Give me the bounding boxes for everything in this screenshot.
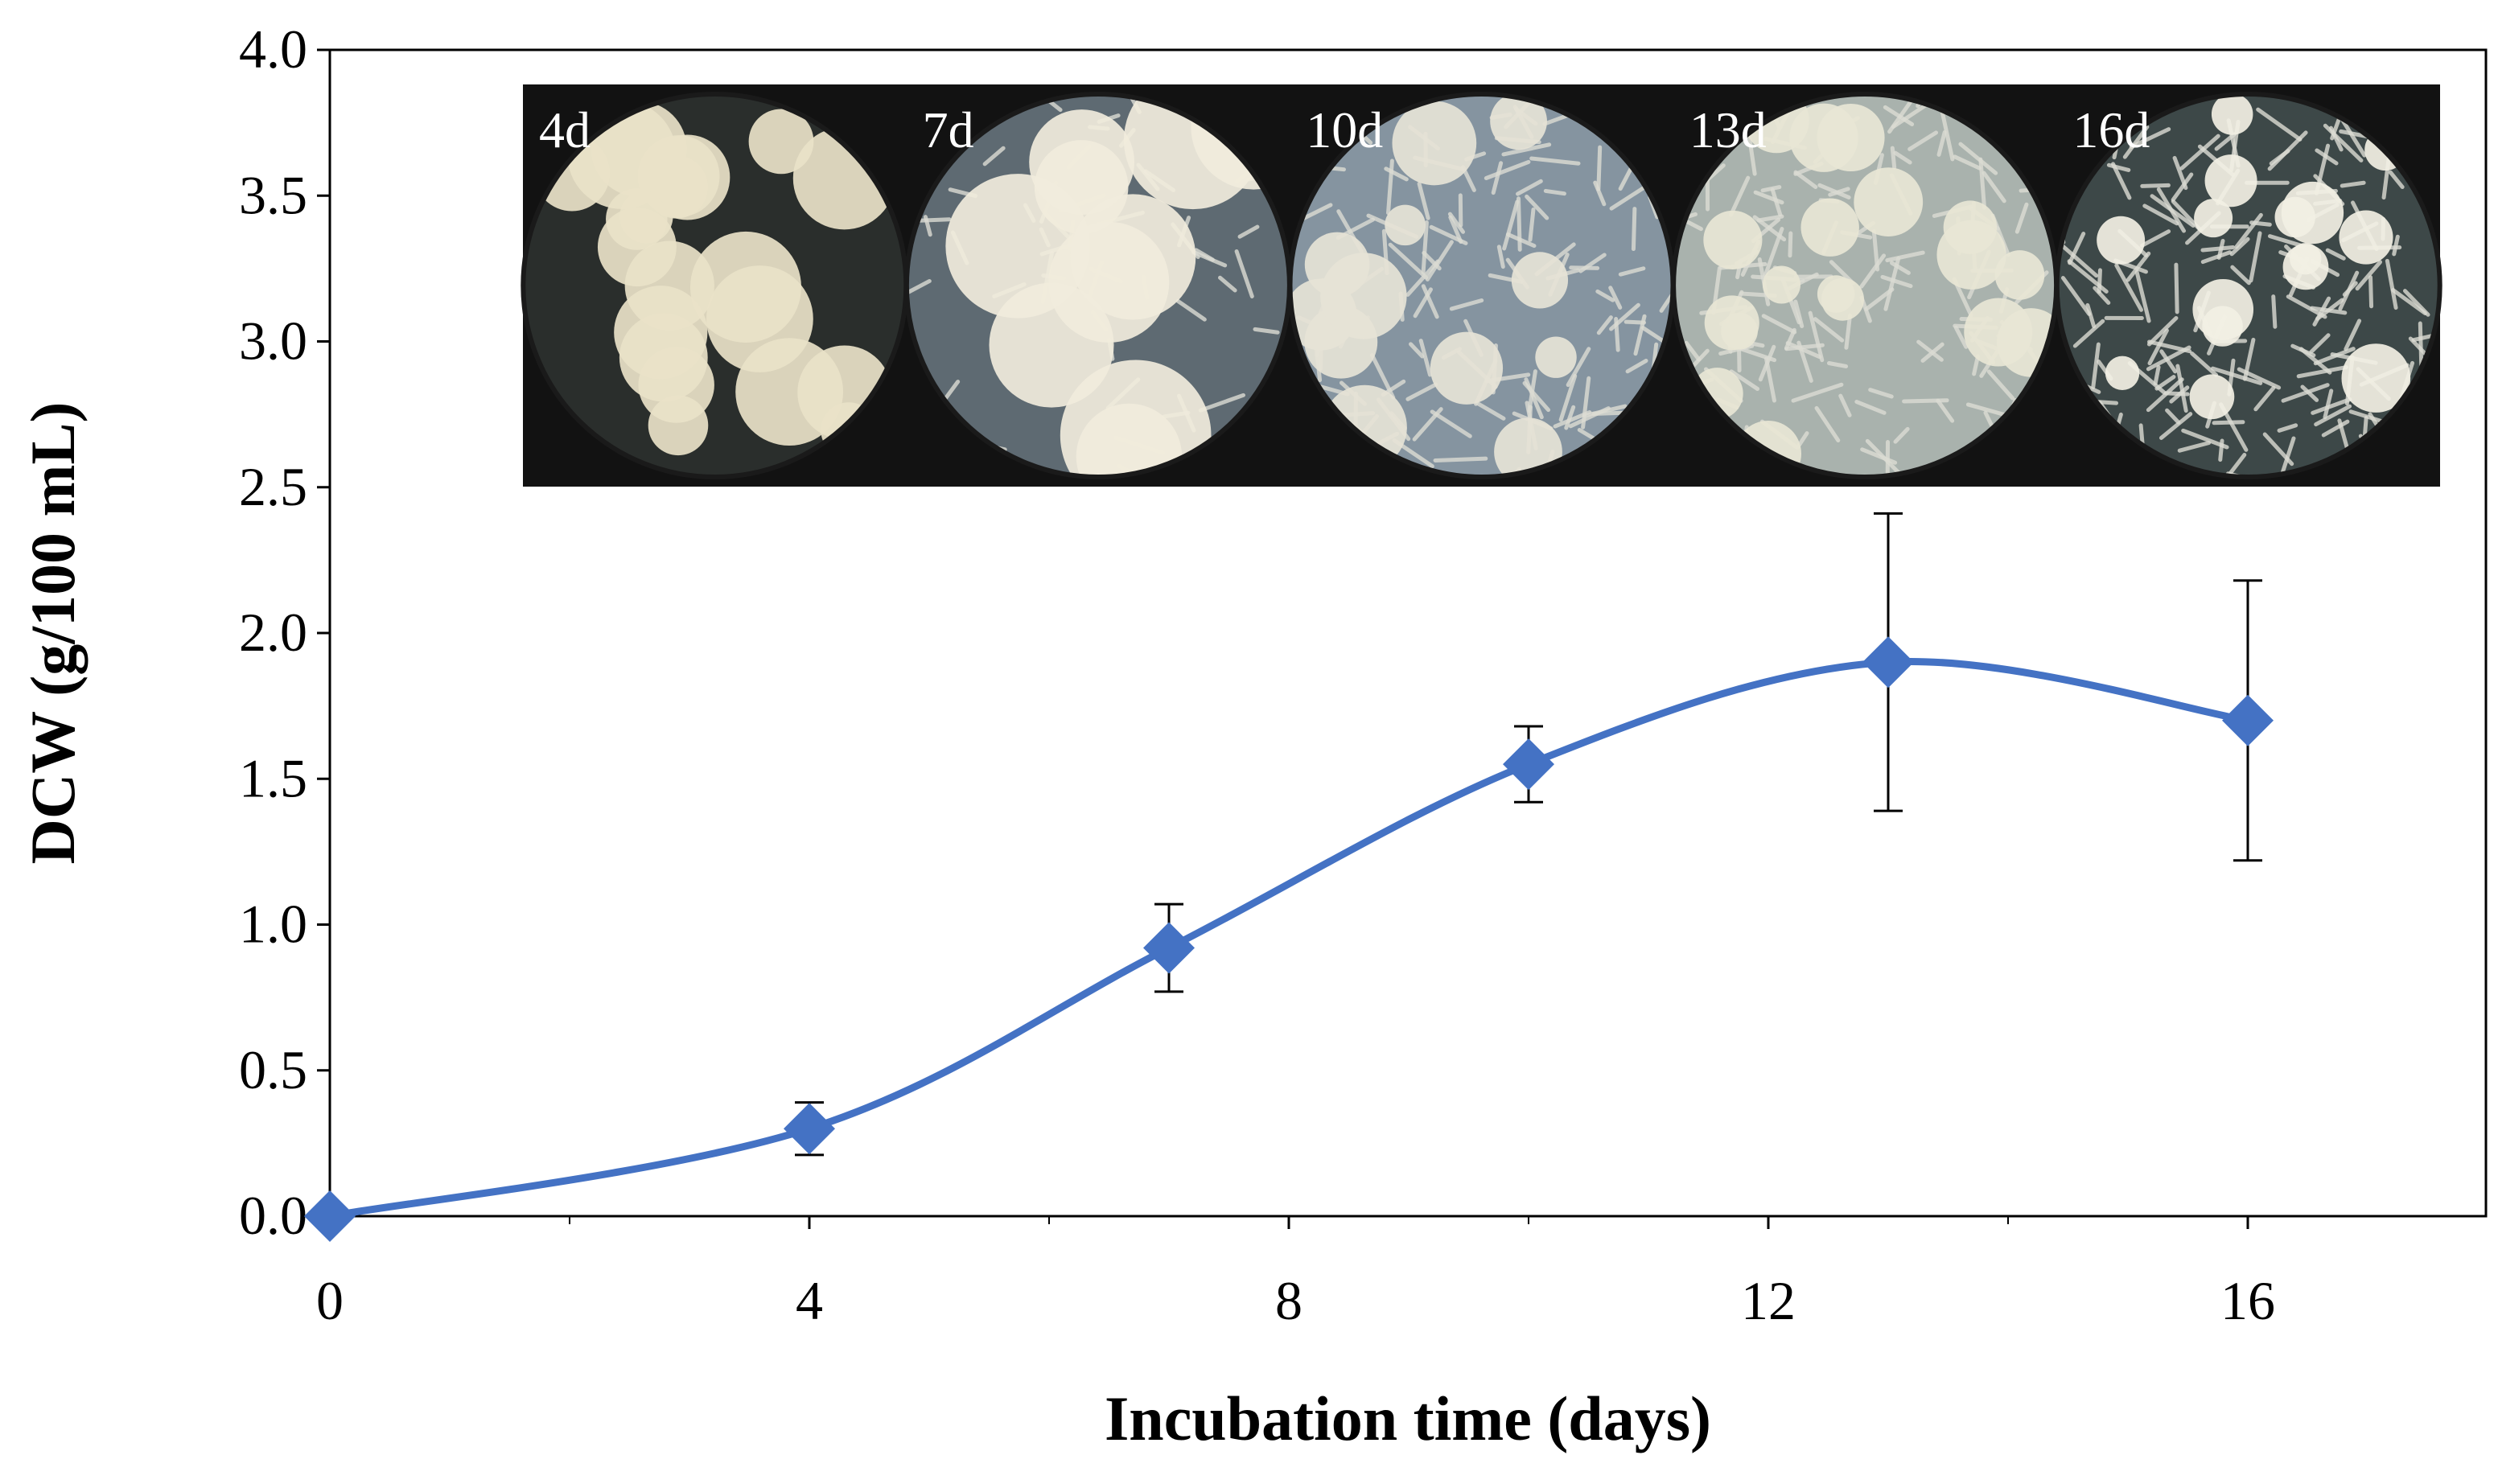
photo-hypha (2176, 265, 2177, 312)
x-axis-title: Incubation time (days) (1105, 1383, 1711, 1453)
y-tick-label: 2.5 (239, 456, 307, 517)
photo-label: 10d (1306, 101, 1383, 158)
photo-colony (1070, 194, 1196, 319)
photo-label: 4d (539, 101, 591, 158)
photo-hypha (2420, 323, 2422, 368)
photo-colony (2212, 93, 2253, 134)
y-tick-label: 1.5 (239, 747, 307, 808)
photo-colony (1385, 205, 1426, 246)
photo-colony (1535, 336, 1576, 377)
inset-photos: 4d 7d 10d 13d 16d (520, 51, 2455, 526)
photo-colony (1705, 295, 1759, 350)
photo-colony (1936, 220, 2006, 290)
x-tick-label: 0 (316, 1270, 344, 1331)
photo-hypha (1616, 319, 1619, 350)
photo-hypha (2142, 185, 2169, 186)
photo-hypha (2274, 297, 2275, 327)
y-tick-label: 0.5 (239, 1039, 307, 1100)
photo-hypha (1633, 209, 1634, 249)
y-tick-label: 3.0 (239, 310, 307, 372)
photo-colony (1854, 167, 1923, 236)
photo-hypha (1545, 191, 1564, 193)
photo-colony (1512, 252, 1568, 308)
photo-colony (1763, 265, 1800, 303)
photo-colony (1800, 198, 1858, 256)
photo-label: 13d (1689, 101, 1767, 158)
photo-label: 16d (2072, 101, 2150, 158)
photo-colony (2105, 356, 2139, 390)
photo-hypha (1571, 268, 1598, 269)
x-tick-label: 4 (796, 1270, 823, 1331)
photo-hypha (1790, 233, 1791, 256)
y-tick-label: 1.0 (239, 894, 307, 955)
photo-colony (606, 188, 668, 250)
photo-hypha (2166, 393, 2187, 394)
photo-colony (2194, 199, 2233, 237)
photo-colony (1703, 211, 1762, 269)
photo-colony (1392, 101, 1476, 186)
y-tick-label: 0.0 (239, 1185, 307, 1246)
photo-hypha (2203, 247, 2233, 250)
x-tick-label: 8 (1275, 1270, 1302, 1331)
photo-hypha (2371, 277, 2372, 306)
photo-colony (2097, 216, 2145, 265)
photo-colony (2283, 244, 2329, 290)
photo-hypha (2214, 422, 2243, 423)
y-tick-label: 2.0 (239, 602, 307, 663)
photo-colony (1320, 253, 1406, 339)
photo-colony (1430, 332, 1503, 405)
y-tick-label: 4.0 (239, 18, 307, 80)
y-axis-title: DCW (g/100 mL) (18, 402, 88, 865)
photo-colony (2190, 374, 2235, 419)
photo-colony (2339, 211, 2393, 265)
photo-hypha (1599, 147, 1600, 189)
photo-colony (2192, 279, 2253, 340)
y-tick-label: 3.5 (239, 164, 307, 225)
photo-colony (614, 286, 707, 379)
photo-label: 7d (923, 101, 974, 158)
photo-colony (1821, 278, 1864, 321)
photo-hypha (1435, 458, 1486, 460)
x-tick-label: 16 (2220, 1270, 2275, 1331)
photo-hypha (1892, 148, 1894, 167)
x-tick-label: 12 (1741, 1270, 1796, 1331)
photo-hypha (1519, 199, 1521, 250)
photo-colony (1789, 104, 1858, 172)
photo-colony (2275, 197, 2315, 237)
